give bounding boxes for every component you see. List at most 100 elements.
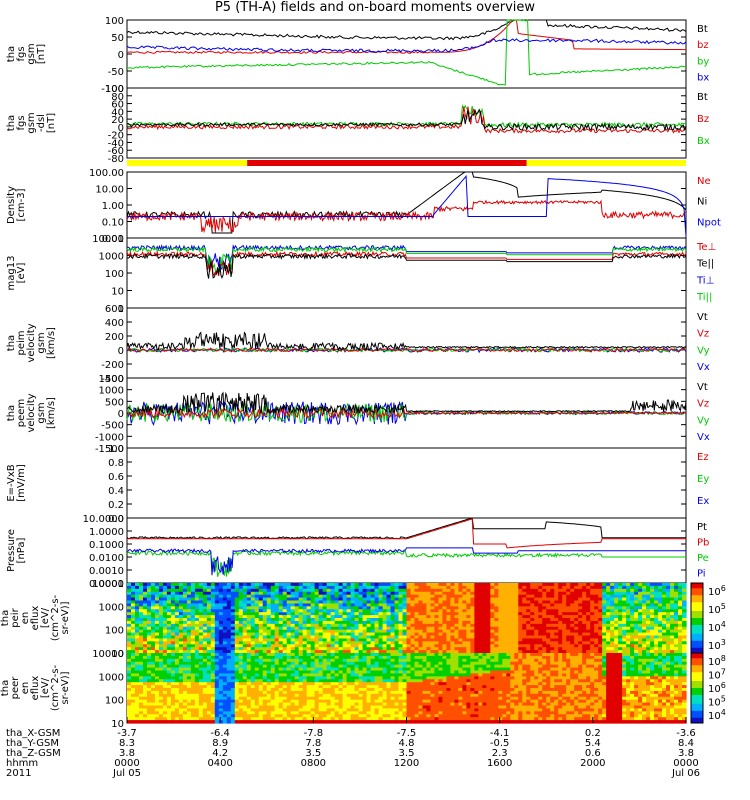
spectrogram-cell [514, 623, 519, 628]
spectrogram-cell [230, 597, 236, 602]
spectrogram-cell [174, 612, 180, 616]
spectrogram-cell [378, 615, 384, 619]
spectrogram-cell [127, 594, 132, 599]
spectrogram-cell [678, 644, 683, 648]
spectrogram-cell [266, 600, 272, 605]
spectrogram-cell [158, 688, 164, 692]
spectrogram-cell [566, 615, 571, 619]
spectrogram-cell [546, 594, 551, 599]
spectrogram-cell [422, 585, 428, 590]
spectrogram-cell [670, 635, 675, 640]
spectrogram-cell [374, 591, 380, 596]
spectrogram-cell [630, 600, 635, 605]
spectrogram-cell [158, 705, 164, 710]
spectrogram-cell [442, 647, 448, 651]
spectrogram-cell [346, 609, 352, 613]
spectrogram-cell [278, 591, 284, 596]
spectrogram-cell [454, 641, 459, 645]
spectrogram-cell [518, 644, 523, 648]
spectrogram-cell [234, 664, 240, 669]
spectrogram-cell [186, 585, 192, 590]
spectrogram-cell [626, 591, 631, 596]
spectrogram-cell [538, 609, 543, 613]
spectrogram-cell [330, 609, 336, 613]
spectrogram-cell [482, 583, 487, 587]
spectrogram-cell [246, 597, 252, 602]
spectrogram-cell [142, 720, 148, 724]
spectrogram-cell [458, 606, 463, 610]
spectrogram-cell [226, 714, 232, 718]
spectrogram-cell [278, 635, 284, 640]
spectrogram-cell [598, 583, 603, 587]
spectrogram-cell [230, 705, 236, 710]
spectrogram-cell [414, 615, 420, 619]
spectrogram-cell [154, 685, 160, 689]
spectrogram-cell [502, 603, 507, 607]
spectrogram-cell [554, 638, 559, 642]
spectrogram-cell [198, 673, 204, 677]
spectrogram-cell [578, 632, 583, 637]
spectrogram-cell [134, 615, 140, 619]
spectrogram-cell [606, 618, 611, 622]
spectrogram-cell [574, 629, 579, 634]
spectrogram-cell [326, 682, 332, 686]
spectrogram-cell [202, 612, 208, 616]
spectrogram-cell [306, 597, 312, 602]
spectrogram-cell [354, 612, 360, 616]
spectrogram-cell [334, 676, 340, 680]
spectrogram-cell [362, 597, 368, 602]
spectrogram-cell [274, 682, 280, 686]
spectrogram-cell [302, 676, 308, 680]
spectrogram-cell [266, 603, 272, 607]
spectrogram-cell [658, 594, 663, 599]
spectrogram-cell [222, 655, 228, 660]
spectrogram-cell [654, 588, 659, 593]
spectrogram-cell [258, 641, 264, 645]
spectrogram-cell [127, 673, 132, 677]
spectrogram-cell [374, 612, 380, 616]
spectrogram-cell [158, 609, 164, 613]
spectrogram-cell [202, 585, 208, 590]
spectrogram-cell [270, 667, 276, 672]
spectrogram-cell [278, 685, 284, 689]
spectrogram-cell [306, 653, 312, 657]
spectrogram-cell [174, 615, 180, 619]
spectrogram-cell [342, 705, 348, 710]
spectrogram-cell [258, 714, 264, 718]
spectrogram-cell [127, 667, 132, 672]
spectrogram-cell [570, 638, 575, 642]
spectrogram-cell [358, 620, 364, 625]
spectrogram-cell [194, 618, 200, 622]
spectrogram-cell [127, 690, 132, 695]
spectrogram-cell [262, 658, 268, 663]
spectrogram-cell [306, 711, 312, 715]
spectrogram-cell [354, 638, 360, 642]
spectrogram-cell [390, 591, 396, 596]
spectrogram-cell [570, 597, 575, 602]
spectrogram-cell [274, 647, 280, 651]
spectrogram-cell [466, 644, 471, 648]
spectrogram-cell [494, 612, 499, 616]
spectrogram-cell [454, 597, 459, 602]
spectrogram-cell [430, 585, 436, 590]
spectrogram-cell [678, 650, 683, 654]
spectrogram-cell [154, 720, 160, 724]
spectrogram-cell [402, 612, 408, 616]
spectrogram-cell [338, 702, 344, 707]
spectrogram-cell [634, 603, 639, 607]
spectrogram-cell [446, 632, 452, 637]
spectrogram-cell [202, 618, 208, 622]
spectrogram-cell [346, 600, 352, 605]
spectrogram-cell [246, 664, 252, 669]
spectrogram-cell [550, 641, 555, 645]
spectrogram-cell [178, 594, 184, 599]
spectrogram-cell [358, 632, 364, 637]
spectrogram-cell [678, 594, 683, 599]
spectrogram-cell [614, 609, 619, 613]
spectrogram-cell [434, 618, 440, 622]
spectrogram-cell [158, 641, 164, 645]
spectrogram-cell [614, 603, 619, 607]
spectrogram-cell [222, 623, 228, 628]
spectrogram-cell [190, 693, 196, 698]
spectrogram-cell [382, 615, 388, 619]
